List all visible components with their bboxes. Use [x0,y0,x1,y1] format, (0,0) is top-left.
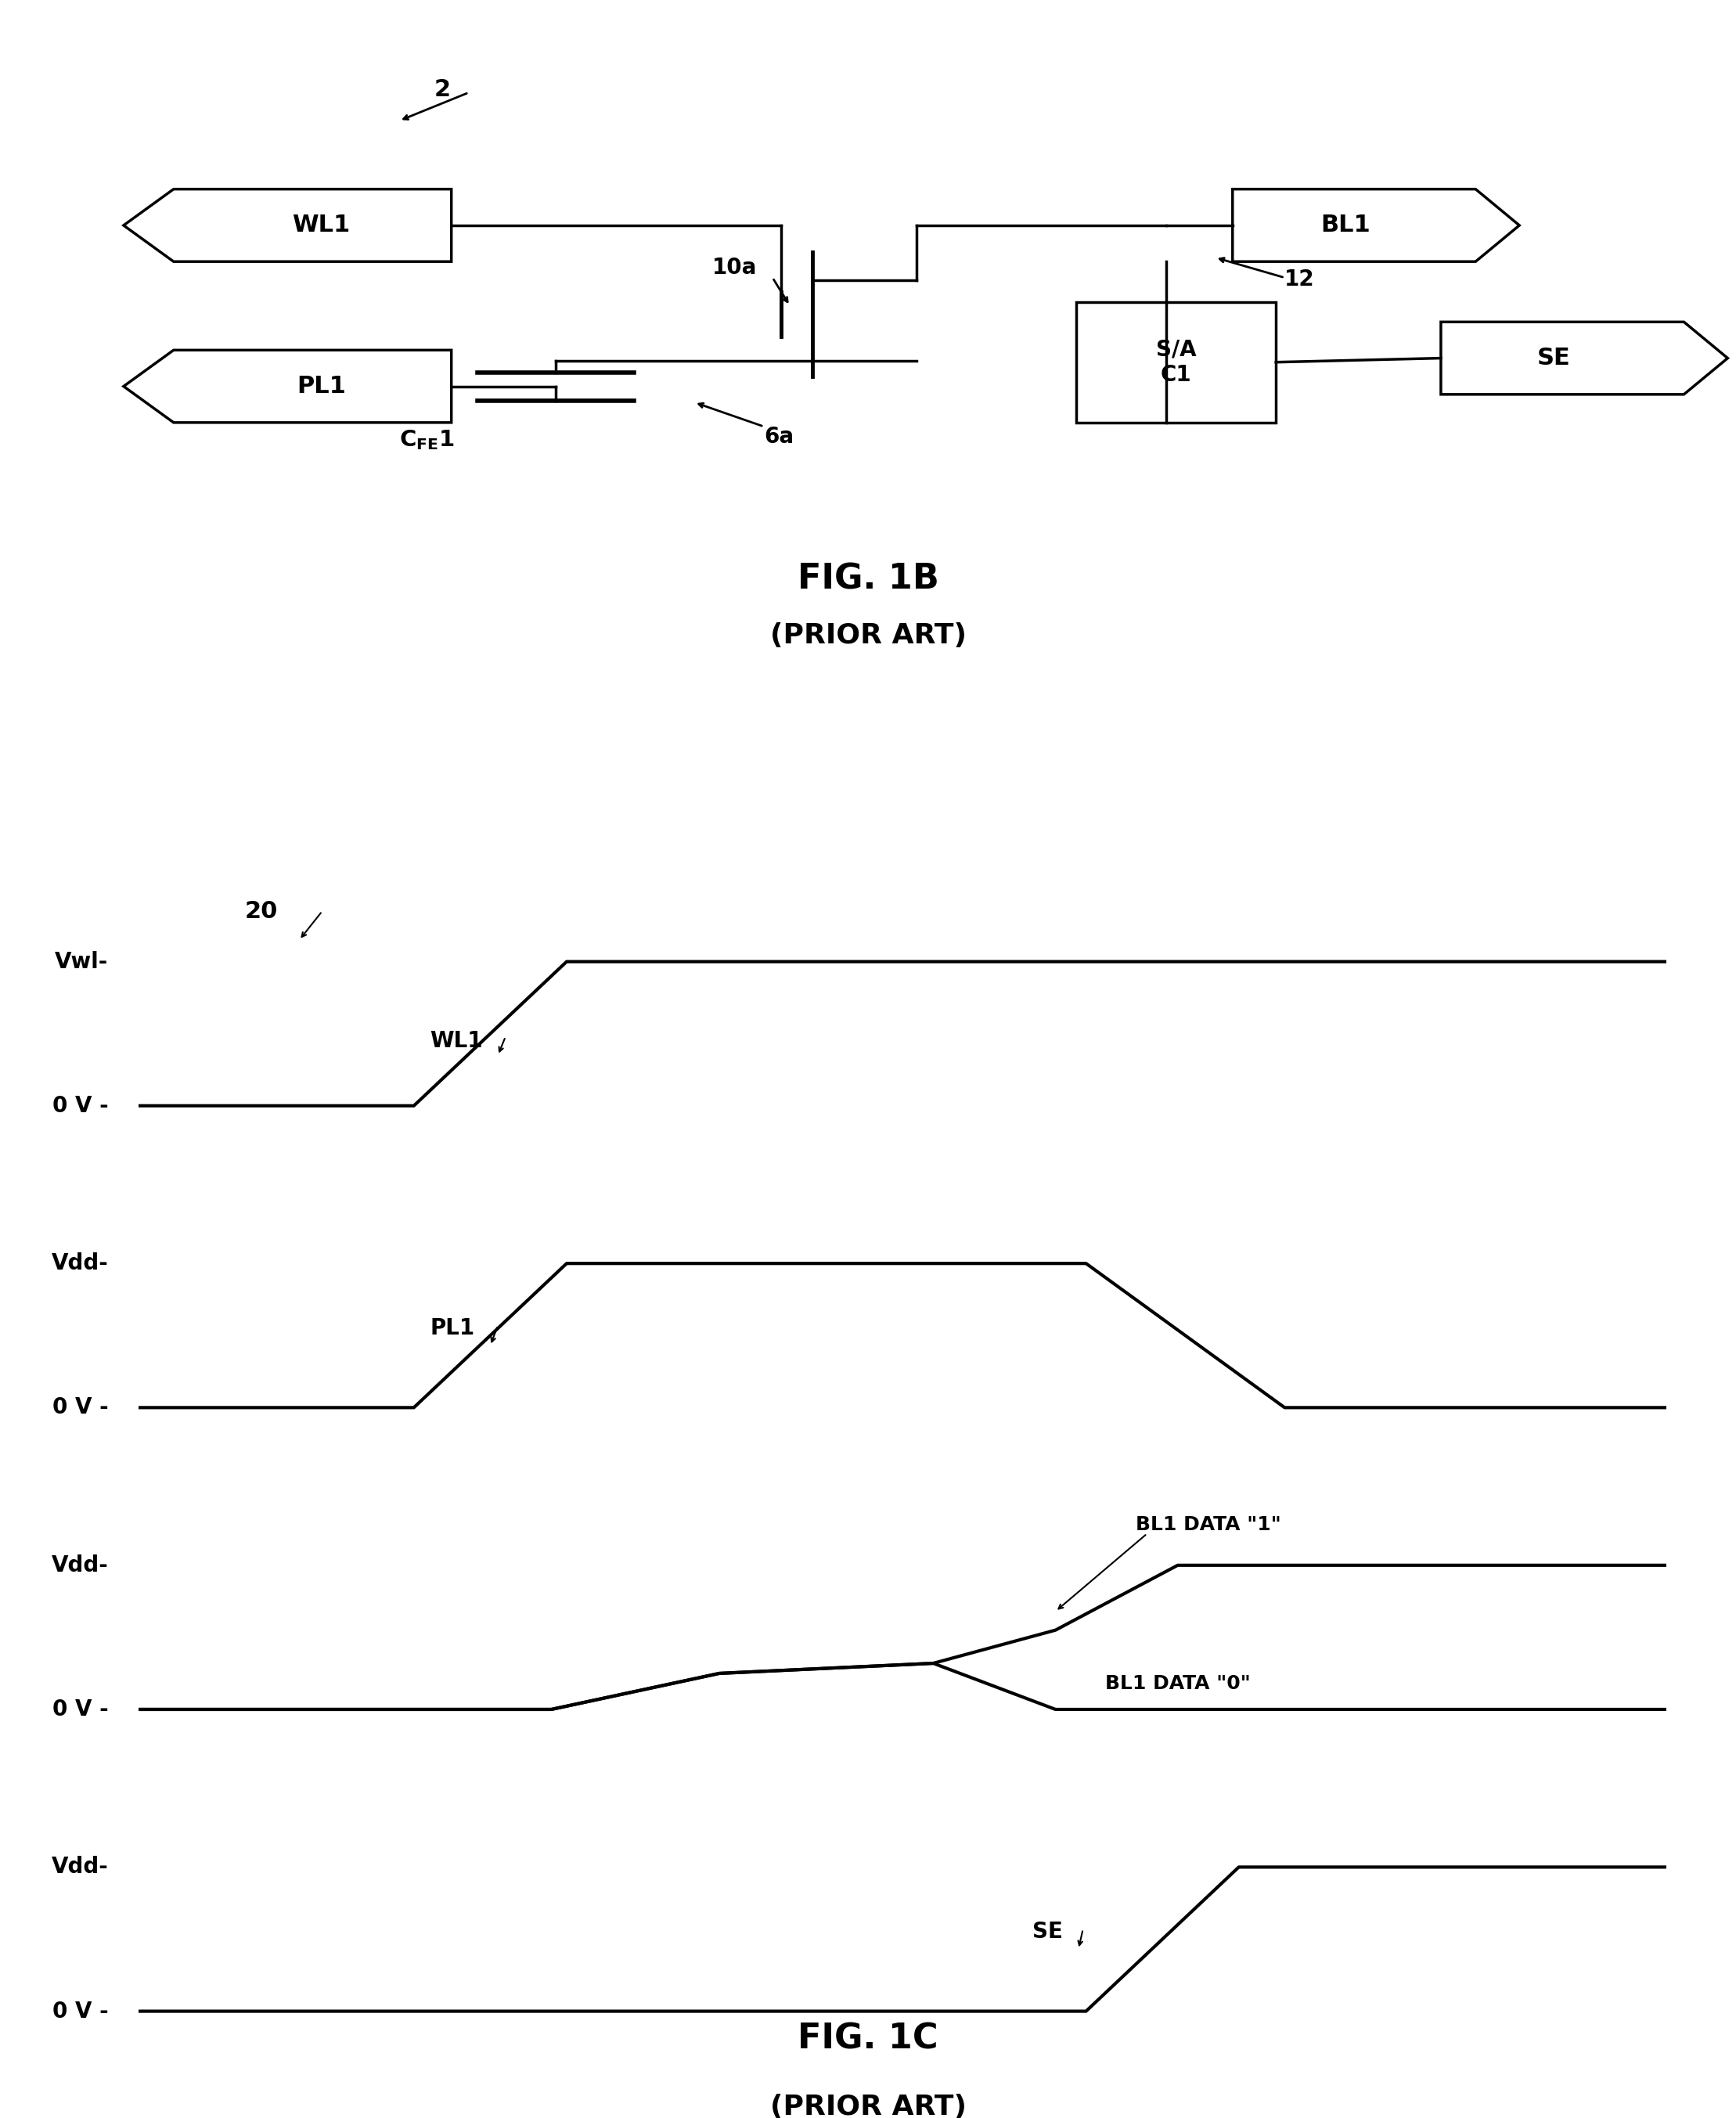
Text: Vdd-: Vdd- [52,1555,108,1576]
FancyBboxPatch shape [1076,301,1276,421]
Polygon shape [1233,189,1519,261]
Text: FIG. 1B: FIG. 1B [797,563,939,597]
Text: 20: 20 [245,900,278,923]
Polygon shape [123,349,451,421]
Text: SE: SE [1536,347,1571,369]
Text: BL1: BL1 [1321,214,1370,237]
Text: 0 V -: 0 V - [52,1999,108,2023]
Polygon shape [123,189,451,261]
Text: 2: 2 [434,78,451,102]
Text: BL1 DATA "1": BL1 DATA "1" [1135,1516,1281,1533]
Text: WL1: WL1 [431,1029,483,1053]
Text: Vwl-: Vwl- [56,951,108,972]
Text: Vdd-: Vdd- [52,1252,108,1275]
Text: S/A
C1: S/A C1 [1156,339,1196,385]
Text: Vdd-: Vdd- [52,1855,108,1879]
Text: PL1: PL1 [297,375,345,398]
Text: (PRIOR ART): (PRIOR ART) [769,2095,967,2118]
Text: BL1 DATA "0": BL1 DATA "0" [1106,1673,1250,1692]
Text: 10a: 10a [712,256,757,277]
Polygon shape [1441,322,1727,394]
Text: WL1: WL1 [292,214,351,237]
Text: 0 V -: 0 V - [52,1095,108,1116]
Text: FIG. 1C: FIG. 1C [799,2023,937,2054]
Text: (PRIOR ART): (PRIOR ART) [769,623,967,648]
Text: 0 V -: 0 V - [52,1699,108,1720]
Text: 12: 12 [1285,269,1314,290]
Text: 6a: 6a [764,426,793,447]
Text: 0 V -: 0 V - [52,1396,108,1419]
Text: SE: SE [1033,1921,1062,1942]
Text: $\mathbf{C_{FE}1}$: $\mathbf{C_{FE}1}$ [399,428,455,451]
Text: PL1: PL1 [431,1317,476,1339]
